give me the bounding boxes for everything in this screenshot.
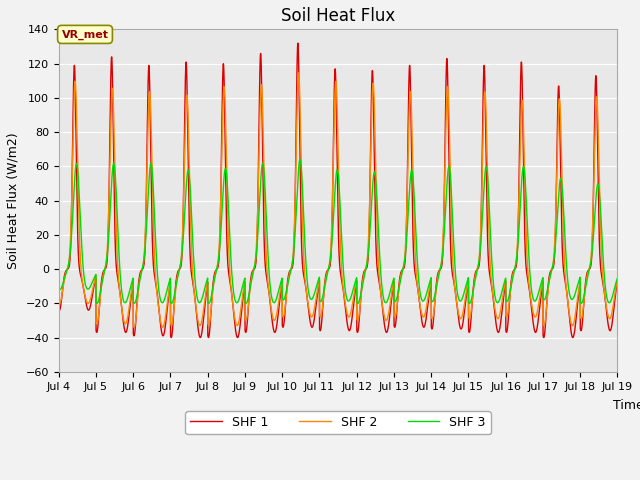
SHF 2 (295, 70, 303, 76)
SHF 3 (577, 300, 585, 306)
SHF 3 (319, 292, 327, 298)
SHF 3 (583, 276, 591, 282)
SHF 3 (590, 224, 598, 230)
Line: SHF 3: SHF 3 (59, 159, 618, 303)
SHF 2 (319, 296, 327, 302)
SHF 3 (55, 286, 63, 291)
SHF 1 (590, 152, 598, 157)
SHF 2 (131, 324, 138, 330)
SHF 1 (479, 104, 487, 110)
SHF 2 (55, 299, 63, 304)
SHF 2 (583, 273, 591, 278)
SHF 1 (569, 335, 577, 340)
Text: VR_met: VR_met (61, 29, 109, 39)
Line: SHF 2: SHF 2 (59, 73, 618, 327)
SHF 1 (319, 298, 327, 304)
Legend: SHF 1, SHF 2, SHF 3: SHF 1, SHF 2, SHF 3 (186, 411, 491, 434)
Title: Soil Heat Flux: Soil Heat Flux (281, 7, 396, 25)
SHF 3 (296, 156, 304, 162)
SHF 2 (244, 300, 252, 306)
SHF 3 (614, 275, 621, 281)
SHF 3 (463, 278, 471, 284)
SHF 2 (463, 283, 471, 288)
SHF 1 (614, 278, 621, 284)
SHF 1 (294, 40, 301, 46)
Line: SHF 1: SHF 1 (59, 43, 618, 337)
SHF 1 (583, 270, 591, 276)
SHF 2 (590, 168, 598, 174)
SHF 2 (479, 134, 487, 140)
SHF 1 (55, 306, 63, 312)
Y-axis label: Soil Heat Flux (W/m2): Soil Heat Flux (W/m2) (7, 132, 20, 269)
SHF 2 (614, 277, 621, 283)
SHF 1 (463, 286, 471, 291)
SHF 1 (244, 301, 252, 307)
SHF 3 (244, 294, 252, 300)
X-axis label: Time: Time (613, 399, 640, 412)
SHF 3 (479, 204, 487, 210)
